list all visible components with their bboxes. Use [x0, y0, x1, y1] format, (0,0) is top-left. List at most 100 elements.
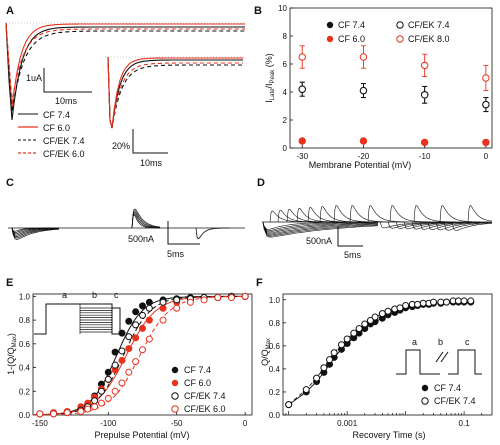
y-tick-label: 1.0: [19, 292, 31, 301]
data-point: [139, 346, 146, 354]
normalized-trace: [107, 56, 243, 129]
recovery-spike: [269, 210, 310, 223]
panel-c-label: C: [6, 177, 14, 189]
point-cf-ek-8-0: [482, 74, 490, 82]
panel-c-scale-time: 5ms: [167, 249, 185, 259]
scale-percent-label: 20%: [112, 141, 130, 151]
data-point: [326, 356, 334, 364]
panel-f-legend: CF 7.4 CF/EK 7.4: [421, 383, 476, 406]
panel-b: B 0 2 4 6 8 10 -30 -20 -10 0 Membrane Potential (…: [254, 4, 493, 170]
data-point: [437, 298, 445, 306]
data-point: [118, 356, 126, 364]
point-cf-ek-7-4: [482, 100, 490, 109]
legend-a-cfek74: CF/EK 7.4: [43, 136, 85, 146]
data-point: [454, 297, 462, 305]
legend-b-cf74: CF 7.4: [338, 20, 365, 30]
legend-a-cf74: CF 7.4: [43, 110, 70, 120]
normalized-trace: [107, 56, 243, 129]
data-point: [173, 304, 181, 312]
gating-current: [262, 221, 379, 235]
y-tick-label: 0.8: [269, 319, 281, 328]
data-point: [186, 298, 194, 306]
data-point: [132, 334, 140, 342]
data-point: [132, 321, 140, 329]
current-trace: [5, 22, 245, 109]
y-tick-label: 0.2: [269, 388, 281, 397]
data-point: [111, 361, 119, 369]
gating-current: [11, 227, 60, 239]
panel-a-label: A: [6, 5, 14, 17]
panel-c-scale-current: 500nA: [128, 234, 154, 244]
data-point: [396, 304, 404, 312]
panel-f-xlabel: Recovery Time (s): [352, 430, 425, 440]
data-point: [285, 401, 293, 409]
panel-e-label: E: [6, 277, 13, 289]
current-trace: [5, 22, 245, 121]
data-point: [125, 333, 133, 341]
gating-current: [131, 211, 160, 229]
y-tick-label: 10: [278, 4, 287, 13]
gating-current: [411, 221, 473, 230]
data-point: [145, 335, 153, 343]
panel-b-label: B: [254, 5, 262, 17]
point-cf-ek-8-0: [420, 61, 429, 70]
panel-d: D 500nA 5ms: [257, 177, 493, 260]
legend-a-cfek60: CF/EK 6.0: [43, 149, 85, 159]
data-point: [145, 304, 153, 312]
x-tick-label: -150: [32, 419, 49, 428]
data-point: [159, 304, 167, 312]
panel-d-traces: [262, 205, 493, 238]
gating-current: [435, 221, 492, 231]
gating-current: [262, 221, 379, 236]
point-cf-6-0: [298, 137, 306, 145]
point-cf-ek-7-4: [298, 85, 306, 93]
recovery-spike: [277, 209, 318, 223]
gating-current: [262, 221, 378, 234]
gating-current: [419, 221, 480, 230]
data-point: [378, 310, 386, 318]
panel-e: E 0.0 0.2 0.4 0.6 0.8 1.0 -150 -100 -50 0 Prepuls…: [6, 277, 253, 440]
data-point: [402, 302, 410, 310]
gating-current: [11, 227, 60, 240]
data-point: [63, 409, 71, 417]
legend-e-cf60: CF 6.0: [184, 378, 211, 388]
x-tick-label: -100: [100, 419, 117, 428]
panel-f-plot: 0.0 0.2 0.4 0.6 0.8 1.0 0.001 0.1: [269, 293, 493, 428]
protocol-f-b: b: [438, 337, 443, 347]
data-point: [104, 394, 112, 402]
x-tick-label: 0.001: [337, 419, 358, 428]
gating-current: [395, 221, 457, 229]
x-tick-label: -50: [171, 419, 183, 428]
normalized-trace: [107, 56, 243, 129]
data-point: [200, 296, 208, 304]
data-point: [460, 297, 468, 305]
data-point: [337, 341, 345, 349]
plot-frame: [32, 293, 253, 416]
y-tick-label: 0.8: [19, 316, 31, 325]
recovery-spike: [467, 205, 493, 223]
y-tick-label: 0.2: [19, 387, 31, 396]
y-tick-label: 8: [283, 32, 288, 41]
legend-a-cf60: CF 6.0: [43, 123, 70, 133]
data-point: [125, 317, 133, 325]
data-point: [84, 405, 92, 413]
data-point: [36, 410, 44, 418]
panel-b-legend: CF 7.4 CF 6.0 CF/EK 7.4 CF/EK 8.0: [326, 20, 450, 44]
gating-current: [195, 227, 230, 240]
x-tick-label: 0.1: [459, 419, 471, 428]
current-trace: [5, 22, 245, 113]
scale-time-label-b: 10ms: [140, 158, 163, 168]
x-tick-label: 0: [243, 419, 248, 428]
panel-f: F 0.0 0.2 0.4 0.6 0.8 1.0 0.001 0.1 Recovery Ti…: [256, 277, 493, 440]
y-tick-label: 1.0: [269, 296, 281, 305]
y-tick-label: 0.4: [269, 365, 281, 374]
panel-a-traces: [5, 22, 245, 129]
panel-a-scale-bar-left: 1uA 10ms: [26, 68, 92, 106]
data-point: [366, 317, 374, 325]
recovery-spike: [296, 207, 337, 223]
gating-current: [11, 227, 59, 237]
legend-e-cfek74: CF/EK 7.4: [184, 391, 226, 401]
legend-e-cf74: CF 7.4: [184, 365, 211, 375]
panel-d-label: D: [257, 177, 265, 189]
data-point: [330, 349, 338, 357]
